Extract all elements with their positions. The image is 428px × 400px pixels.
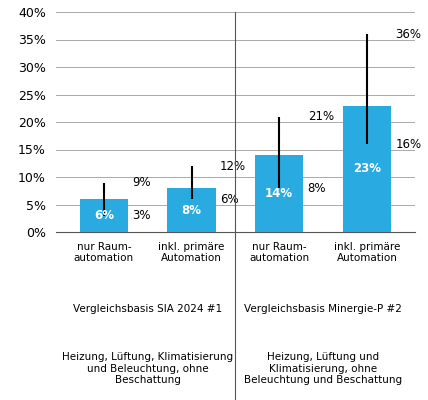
Text: 14%: 14% xyxy=(265,187,293,200)
Text: 6%: 6% xyxy=(94,209,114,222)
Bar xyxy=(255,155,303,232)
Text: 9%: 9% xyxy=(132,176,151,189)
Text: Vergleichsbasis Minergie-P #2: Vergleichsbasis Minergie-P #2 xyxy=(244,304,402,314)
Text: 6%: 6% xyxy=(220,192,239,206)
Bar xyxy=(80,199,128,232)
Text: 8%: 8% xyxy=(181,204,202,216)
Text: 21%: 21% xyxy=(308,110,334,123)
Text: 12%: 12% xyxy=(220,160,246,172)
Text: 16%: 16% xyxy=(395,138,422,150)
Bar xyxy=(343,106,391,232)
Bar xyxy=(167,188,216,232)
Text: Heizung, Lüftung, Klimatisierung
und Beleuchtung, ohne
Beschattung: Heizung, Lüftung, Klimatisierung und Bel… xyxy=(62,352,233,385)
Text: Vergleichsbasis SIA 2024 #1: Vergleichsbasis SIA 2024 #1 xyxy=(73,304,222,314)
Text: 3%: 3% xyxy=(132,209,151,222)
Text: 36%: 36% xyxy=(395,28,422,40)
Text: Heizung, Lüftung und
Klimatisierung, ohne
Beleuchtung und Beschattung: Heizung, Lüftung und Klimatisierung, ohn… xyxy=(244,352,402,385)
Text: 23%: 23% xyxy=(353,162,381,175)
Text: 8%: 8% xyxy=(308,182,326,194)
